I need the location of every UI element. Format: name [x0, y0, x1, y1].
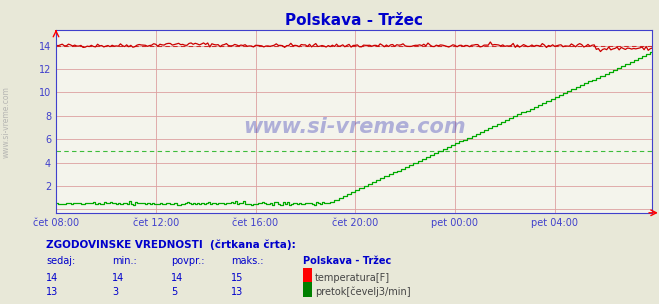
Text: 14: 14 — [112, 273, 125, 283]
Text: 15: 15 — [231, 273, 243, 283]
Text: 5: 5 — [171, 288, 177, 298]
Text: min.:: min.: — [112, 257, 137, 267]
Text: povpr.:: povpr.: — [171, 257, 205, 267]
Text: 13: 13 — [231, 288, 243, 298]
Text: 14: 14 — [171, 273, 184, 283]
Text: 14: 14 — [46, 273, 59, 283]
Text: ZGODOVINSKE VREDNOSTI  (črtkana črta):: ZGODOVINSKE VREDNOSTI (črtkana črta): — [46, 239, 296, 250]
Text: www.si-vreme.com: www.si-vreme.com — [243, 117, 465, 137]
Text: www.si-vreme.com: www.si-vreme.com — [2, 86, 11, 157]
Text: Polskava - Tržec: Polskava - Tržec — [303, 257, 391, 267]
Text: pretok[čevelj3/min]: pretok[čevelj3/min] — [315, 287, 411, 298]
Text: 13: 13 — [46, 288, 59, 298]
Title: Polskava - Tržec: Polskava - Tržec — [285, 13, 423, 28]
Text: temperatura[F]: temperatura[F] — [315, 273, 390, 283]
Text: 3: 3 — [112, 288, 118, 298]
Text: maks.:: maks.: — [231, 257, 263, 267]
Text: sedaj:: sedaj: — [46, 257, 75, 267]
